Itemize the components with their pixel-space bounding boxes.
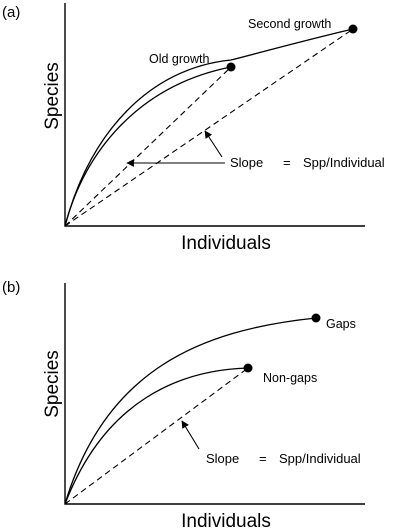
panel-b-x-axis-label: Individuals — [181, 511, 271, 531]
panel-b-slope-equals: = — [259, 451, 267, 466]
panel-a-slope-arrow-up — [204, 130, 223, 158]
panel-a-old-growth-endpoint — [226, 62, 236, 72]
panel-b-slope-word: Slope — [206, 451, 239, 466]
panel-a-slope-equals: = — [283, 155, 291, 170]
panel-a-second-growth-curve — [64, 28, 354, 227]
panel-b-slope-arrow — [181, 420, 200, 450]
panel-b: (b) Species Individuals Gaps Non-gaps Sl… — [2, 279, 365, 531]
panel-a-x-axis-label: Individuals — [181, 233, 271, 254]
panel-b-gaps-endpoint — [311, 313, 321, 323]
panel-a-second-growth-endpoint — [348, 24, 358, 34]
panel-b-y-axis-label: Species — [42, 350, 63, 418]
panel-b-label: (b) — [2, 279, 20, 296]
panel-b-non-gaps-endpoint — [243, 363, 253, 373]
panel-a-y-axis-label: Species — [42, 62, 63, 130]
panel-a-label: (a) — [2, 4, 20, 21]
panel-a-old-growth-label: Old growth — [149, 52, 209, 66]
panel-a-second-growth-slope-line — [64, 28, 354, 227]
panel-a-slope-formula: Spp/Individual — [303, 155, 385, 170]
panel-a: (a) Species Individuals Second growth Ol… — [2, 3, 385, 254]
panel-b-gaps-curve — [64, 317, 317, 505]
panel-b-gaps-label: Gaps — [326, 317, 356, 331]
panel-b-non-gaps-slope-line — [64, 367, 249, 505]
panel-b-non-gaps-curve — [64, 367, 249, 505]
panel-a-old-growth-slope-line — [64, 66, 232, 227]
panel-a-second-growth-label: Second growth — [248, 17, 331, 31]
panel-a-slope-word: Slope — [230, 155, 263, 170]
panel-b-slope-formula: Spp/Individual — [279, 451, 361, 466]
panel-b-non-gaps-label: Non-gaps — [263, 371, 317, 385]
